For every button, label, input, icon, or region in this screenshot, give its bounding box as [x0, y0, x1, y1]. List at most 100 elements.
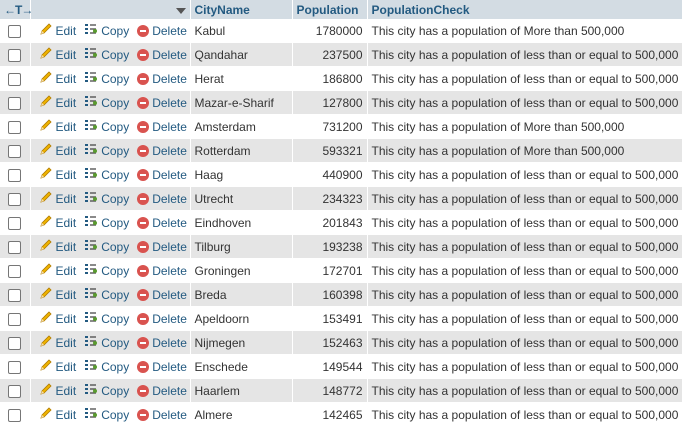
cell-population[interactable]: 172701: [292, 258, 368, 283]
cell-population[interactable]: 152463: [292, 330, 368, 355]
copy-button[interactable]: Copy: [84, 286, 129, 303]
edit-button[interactable]: Edit: [39, 166, 76, 183]
cell-cityname[interactable]: Utrecht: [190, 186, 293, 211]
cell-cityname[interactable]: Almere: [190, 402, 293, 427]
delete-button[interactable]: Delete: [137, 168, 187, 182]
cell-populationcheck[interactable]: This city has a population of less than …: [367, 282, 682, 307]
cell-population[interactable]: 186800: [292, 66, 368, 91]
row-checkbox[interactable]: [8, 336, 21, 350]
delete-button[interactable]: Delete: [137, 96, 187, 110]
row-checkbox[interactable]: [8, 96, 21, 110]
cell-populationcheck[interactable]: This city has a population of More than …: [367, 19, 682, 43]
cell-population[interactable]: 148772: [292, 378, 368, 403]
edit-button[interactable]: Edit: [39, 94, 76, 111]
cell-population[interactable]: 593321: [292, 138, 368, 163]
cell-populationcheck[interactable]: This city has a population of less than …: [367, 90, 682, 115]
cell-populationcheck[interactable]: This city has a population of less than …: [367, 330, 682, 355]
cell-cityname[interactable]: Herat: [190, 66, 293, 91]
row-checkbox[interactable]: [8, 312, 21, 326]
delete-button[interactable]: Delete: [137, 192, 187, 206]
cell-population[interactable]: 440900: [292, 162, 368, 187]
cell-populationcheck[interactable]: This city has a population of less than …: [367, 354, 682, 379]
edit-button[interactable]: Edit: [39, 142, 76, 159]
cell-cityname[interactable]: Kabul: [190, 19, 293, 43]
cell-populationcheck[interactable]: This city has a population of less than …: [367, 258, 682, 283]
delete-button[interactable]: Delete: [137, 240, 187, 254]
cell-cityname[interactable]: Eindhoven: [190, 210, 293, 235]
column-nav-arrows[interactable]: ←T→: [0, 0, 33, 19]
edit-button[interactable]: Edit: [39, 22, 76, 39]
row-checkbox[interactable]: [8, 48, 21, 62]
actions-header[interactable]: [30, 0, 191, 19]
copy-button[interactable]: Copy: [84, 22, 129, 39]
row-checkbox[interactable]: [8, 216, 21, 230]
cell-populationcheck[interactable]: This city has a population of less than …: [367, 186, 682, 211]
cell-cityname[interactable]: Mazar-e-Sharif: [190, 90, 293, 115]
delete-button[interactable]: Delete: [137, 264, 187, 278]
cell-population[interactable]: 234323: [292, 186, 368, 211]
cell-populationcheck[interactable]: This city has a population of less than …: [367, 402, 682, 427]
cell-populationcheck[interactable]: This city has a population of less than …: [367, 210, 682, 235]
cell-population[interactable]: 160398: [292, 282, 368, 307]
copy-button[interactable]: Copy: [84, 382, 129, 399]
cell-cityname[interactable]: Haarlem: [190, 378, 293, 403]
cell-cityname[interactable]: Nijmegen: [190, 330, 293, 355]
cell-population[interactable]: 201843: [292, 210, 368, 235]
cell-cityname[interactable]: Groningen: [190, 258, 293, 283]
copy-button[interactable]: Copy: [84, 358, 129, 375]
column-header-population[interactable]: Population: [292, 0, 368, 19]
row-checkbox[interactable]: [8, 168, 21, 182]
cell-population[interactable]: 149544: [292, 354, 368, 379]
edit-button[interactable]: Edit: [39, 70, 76, 87]
delete-button[interactable]: Delete: [137, 384, 187, 398]
edit-button[interactable]: Edit: [39, 310, 76, 327]
edit-button[interactable]: Edit: [39, 406, 76, 423]
edit-button[interactable]: Edit: [39, 382, 76, 399]
edit-button[interactable]: Edit: [39, 262, 76, 279]
cell-population[interactable]: 1780000: [292, 19, 368, 43]
row-checkbox[interactable]: [8, 72, 21, 86]
cell-cityname[interactable]: Breda: [190, 282, 293, 307]
delete-button[interactable]: Delete: [137, 120, 187, 134]
copy-button[interactable]: Copy: [84, 70, 129, 87]
cell-cityname[interactable]: Enschede: [190, 354, 293, 379]
cell-population[interactable]: 142465: [292, 402, 368, 427]
cell-populationcheck[interactable]: This city has a population of less than …: [367, 234, 682, 259]
column-header-cityname[interactable]: CityName: [190, 0, 293, 19]
cell-populationcheck[interactable]: This city has a population of less than …: [367, 378, 682, 403]
delete-button[interactable]: Delete: [137, 144, 187, 158]
row-checkbox[interactable]: [8, 408, 21, 422]
cell-populationcheck[interactable]: This city has a population of less than …: [367, 42, 682, 67]
edit-button[interactable]: Edit: [39, 334, 76, 351]
delete-button[interactable]: Delete: [137, 312, 187, 326]
column-arrows-label[interactable]: ←T→: [4, 2, 33, 17]
delete-button[interactable]: Delete: [137, 216, 187, 230]
cell-populationcheck[interactable]: This city has a population of less than …: [367, 162, 682, 187]
delete-button[interactable]: Delete: [137, 408, 187, 422]
cell-population[interactable]: 731200: [292, 114, 368, 139]
copy-button[interactable]: Copy: [84, 262, 129, 279]
copy-button[interactable]: Copy: [84, 214, 129, 231]
delete-button[interactable]: Delete: [137, 72, 187, 86]
copy-button[interactable]: Copy: [84, 190, 129, 207]
copy-button[interactable]: Copy: [84, 334, 129, 351]
cell-population[interactable]: 153491: [292, 306, 368, 331]
cell-populationcheck[interactable]: This city has a population of less than …: [367, 306, 682, 331]
edit-button[interactable]: Edit: [39, 118, 76, 135]
copy-button[interactable]: Copy: [84, 46, 129, 63]
copy-button[interactable]: Copy: [84, 94, 129, 111]
edit-button[interactable]: Edit: [39, 286, 76, 303]
cell-populationcheck[interactable]: This city has a population of More than …: [367, 114, 682, 139]
edit-button[interactable]: Edit: [39, 214, 76, 231]
sort-triangle-icon[interactable]: [175, 7, 186, 14]
edit-button[interactable]: Edit: [39, 358, 76, 375]
copy-button[interactable]: Copy: [84, 238, 129, 255]
cell-cityname[interactable]: Tilburg: [190, 234, 293, 259]
copy-button[interactable]: Copy: [84, 166, 129, 183]
row-checkbox[interactable]: [8, 120, 21, 134]
cell-populationcheck[interactable]: This city has a population of less than …: [367, 66, 682, 91]
row-checkbox[interactable]: [8, 288, 21, 302]
copy-button[interactable]: Copy: [84, 310, 129, 327]
cell-population[interactable]: 193238: [292, 234, 368, 259]
copy-button[interactable]: Copy: [84, 142, 129, 159]
